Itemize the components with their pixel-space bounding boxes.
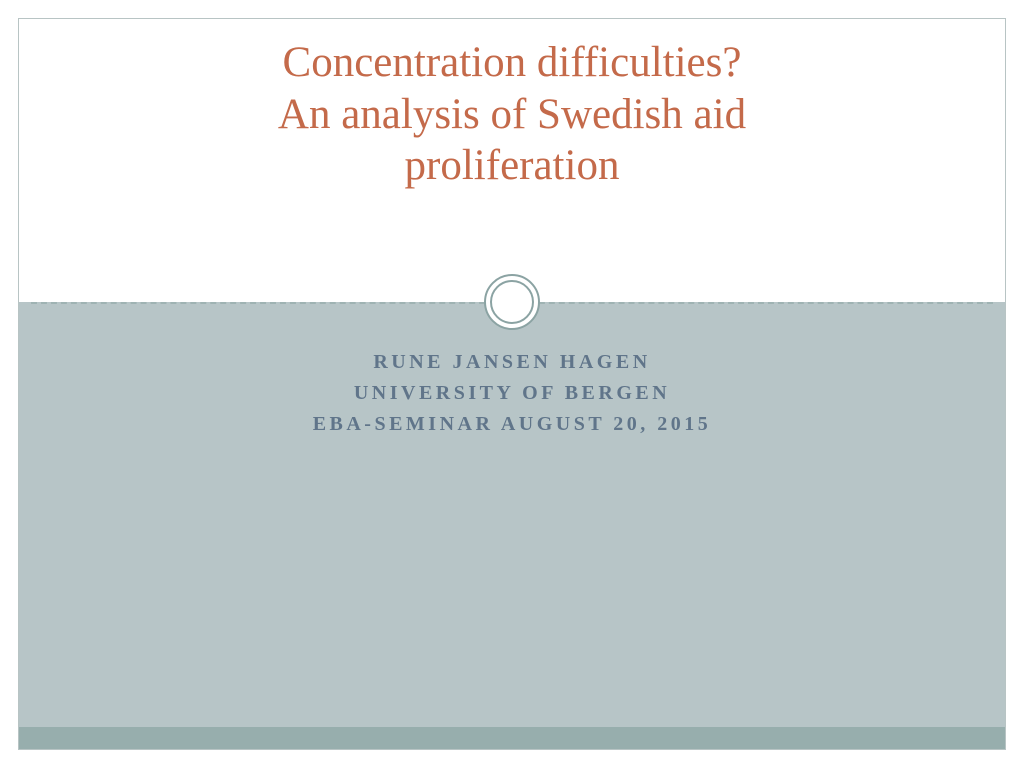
- bottom-accent-bar: [19, 727, 1005, 749]
- title-section: Concentration difficulties? An analysis …: [19, 19, 1005, 302]
- title-line-2: An analysis of Swedish aid: [278, 89, 746, 141]
- title-line-1: Concentration difficulties?: [283, 37, 742, 89]
- title-line-3: proliferation: [405, 140, 620, 192]
- circle-decoration: [484, 274, 540, 330]
- event-date: EBA-SEMINAR AUGUST 20, 2015: [19, 409, 1005, 440]
- affiliation: UNIVERSITY OF BERGEN: [19, 378, 1005, 409]
- slide-frame: Concentration difficulties? An analysis …: [18, 18, 1006, 750]
- circle-inner-ring: [490, 280, 534, 324]
- author-name: RUNE JANSEN HAGEN: [19, 347, 1005, 378]
- subtitle-section: RUNE JANSEN HAGEN UNIVERSITY OF BERGEN E…: [19, 302, 1005, 749]
